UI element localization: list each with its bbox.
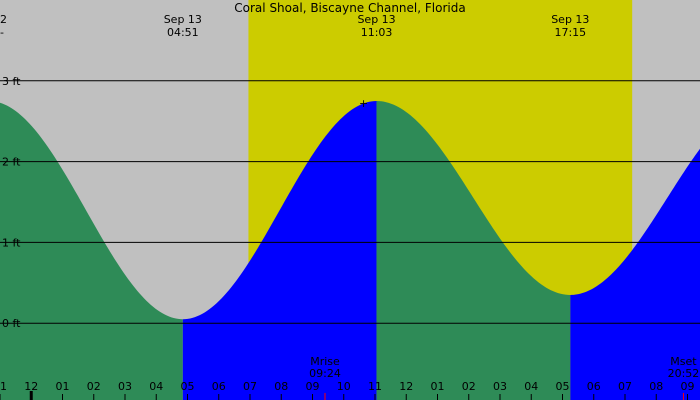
chart-title: Coral Shoal, Biscayne Channel, Florida [234, 1, 465, 15]
falling-tide-area [0, 102, 183, 400]
rising-tide-area [182, 101, 377, 400]
x-tick-label: 09 [306, 380, 320, 393]
x-tick-label: 09 [681, 380, 695, 393]
x-tick-label: 05 [181, 380, 195, 393]
tick-group: 11 12 01 02 03 04 05 06 07 08 09 10 11 12 01 02 03 04 05 06… [0, 380, 695, 400]
x-tick-label: 08 [649, 380, 663, 393]
x-tick-label: 11 [368, 380, 382, 393]
x-tick-label: 12 [399, 380, 413, 393]
y-tick-label: 1 ft [2, 236, 21, 249]
tide-extreme-time: 11:03 [361, 26, 393, 39]
moon-event-time: 09:24 [309, 367, 341, 380]
falling-tide-area [376, 101, 571, 400]
x-tick-label: 05 [556, 380, 570, 393]
tide-extreme-time: 04:51 [167, 26, 199, 39]
corner-dash: - [0, 26, 4, 39]
x-tick-label: 03 [118, 380, 132, 393]
y-tick-label: 2 ft [2, 156, 21, 169]
x-tick-label: 10 [337, 380, 351, 393]
x-tick-label: 01 [431, 380, 445, 393]
tide-extreme-date: Sep 13 [357, 13, 395, 26]
moon-event-time: 20:52 [668, 367, 700, 380]
moon-event-name: Mset [670, 355, 697, 368]
tide-extreme-date: Sep 13 [551, 13, 589, 26]
corner-number: 2 [0, 13, 7, 26]
tide-fill-group [0, 101, 700, 400]
x-tick-label: 06 [212, 380, 226, 393]
x-tick-label: 01 [56, 380, 70, 393]
x-tick-label: 08 [274, 380, 288, 393]
x-tick-label: 02 [87, 380, 101, 393]
x-tick-label: 11 [0, 380, 7, 393]
x-tick-label: 02 [462, 380, 476, 393]
x-tick-label: 12 [24, 380, 38, 393]
x-tick-label: 07 [243, 380, 257, 393]
x-tick-label: 03 [493, 380, 507, 393]
rising-tide-area [570, 148, 700, 400]
x-tick-label: 04 [524, 380, 538, 393]
y-tick-label: 3 ft [2, 75, 21, 88]
x-tick-label: 04 [149, 380, 163, 393]
peak-marker: + [359, 97, 368, 110]
y-tick-label: 0 ft [2, 317, 21, 330]
gridline-group: 3 ft 2 ft 1 ft 0 ft [0, 75, 700, 330]
moon-event-name: Mrise [310, 355, 340, 368]
x-tick-label: 07 [618, 380, 632, 393]
tide-extreme-date: Sep 13 [164, 13, 202, 26]
tide-extreme-time: 17:15 [554, 26, 586, 39]
x-tick-label: 06 [587, 380, 601, 393]
